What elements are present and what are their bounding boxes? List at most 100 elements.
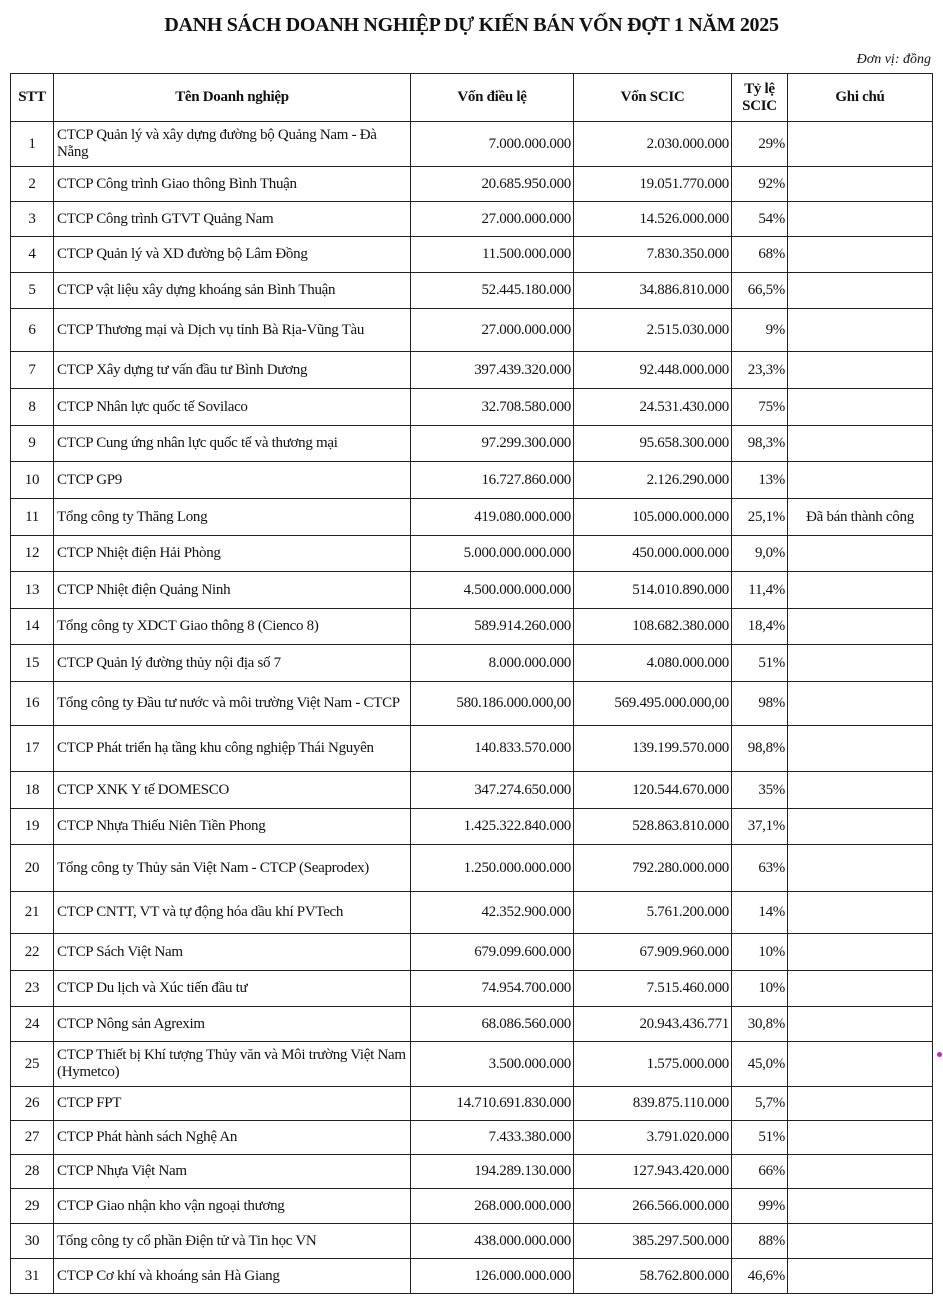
row-scic-ratio: 35% [731,771,788,809]
row-charter-capital: 32.708.580.000 [410,388,574,426]
row-name: Tổng công ty Thủy sản Việt Nam - CTCP (S… [53,844,411,892]
row-charter-capital: 1.425.322.840.000 [410,808,574,845]
row-charter-capital: 3.500.000.000 [410,1041,574,1087]
table-row: 4 CTCP Quản lý và XD đường bộ Lâm Đồng 11.… [10,236,933,273]
row-charter-capital: 419.080.000.000 [410,498,574,536]
row-scic-ratio: 13% [731,461,788,499]
row-scic-ratio: 98,3% [731,425,788,462]
row-scic-capital: 108.682.380.000 [573,608,732,645]
row-stt: 9 [10,425,54,462]
row-scic-capital: 58.762.800.000 [573,1258,732,1294]
row-scic-capital: 839.875.110.000 [573,1086,732,1121]
row-stt: 15 [10,644,54,682]
row-name: CTCP GP9 [53,461,411,499]
row-scic-ratio: 54% [731,201,788,237]
row-scic-capital: 528.863.810.000 [573,808,732,845]
row-note [787,461,933,499]
table-row: 13 CTCP Nhiệt điện Quảng Ninh 4.500.000.00… [10,571,933,609]
header-stt: STT [10,73,54,122]
row-scic-capital: 385.297.500.000 [573,1223,732,1259]
table-row: 7 CTCP Xây dựng tư vấn đầu tư Bình Dương 3… [10,351,933,389]
header-note: Ghi chú [787,73,933,122]
row-scic-ratio: 88% [731,1223,788,1259]
row-scic-capital: 2.515.030.000 [573,308,732,352]
table-row: 20 Tổng công ty Thủy sản Việt Nam - CTCP … [10,844,933,892]
row-scic-capital: 1.575.000.000 [573,1041,732,1087]
row-scic-ratio: 46,6% [731,1258,788,1294]
row-name: CTCP Thương mại và Dịch vụ tỉnh Bà Rịa-V… [53,308,411,352]
row-stt: 8 [10,388,54,426]
row-note [787,1120,933,1155]
row-note [787,644,933,682]
row-scic-capital: 2.030.000.000 [573,121,732,167]
row-scic-ratio: 99% [731,1188,788,1224]
row-charter-capital: 438.000.000.000 [410,1223,574,1259]
row-note [787,1188,933,1224]
row-scic-capital: 514.010.890.000 [573,571,732,609]
row-name: Tổng công ty Đầu tư nước và môi trường V… [53,681,411,726]
unit-label: Đơn vị: đồng [856,52,931,67]
row-charter-capital: 347.274.650.000 [410,771,574,809]
row-name: CTCP Quản lý và XD đường bộ Lâm Đồng [53,236,411,273]
table-row: 22 CTCP Sách Việt Nam 679.099.600.000 67.90… [10,933,933,971]
row-scic-ratio: 29% [731,121,788,167]
row-name: CTCP XNK Y tế DOMESCO [53,771,411,809]
table-row: 25 CTCP Thiết bị Khí tượng Thủy văn và Mô… [10,1041,933,1087]
row-stt: 30 [10,1223,54,1259]
row-name: CTCP CNTT, VT và tự động hóa dầu khí PVT… [53,891,411,934]
row-stt: 19 [10,808,54,845]
row-charter-capital: 5.000.000.000.000 [410,535,574,572]
row-note [787,425,933,462]
row-name: CTCP Nhựa Việt Nam [53,1154,411,1189]
row-scic-capital: 5.761.200.000 [573,891,732,934]
table-row: 2 CTCP Công trình Giao thông Bình Thuận 20… [10,166,933,202]
row-charter-capital: 27.000.000.000 [410,308,574,352]
row-scic-ratio: 30,8% [731,1006,788,1042]
row-charter-capital: 397.439.320.000 [410,351,574,389]
row-scic-capital: 2.126.290.000 [573,461,732,499]
table-row: 28 CTCP Nhựa Việt Nam 194.289.130.000 127.9… [10,1154,933,1189]
row-scic-ratio: 14% [731,891,788,934]
row-name: CTCP Sách Việt Nam [53,933,411,971]
enterprise-table: STT Tên Doanh nghiệp Vốn điều lệ Vốn SCI… [10,73,933,1294]
row-note [787,272,933,309]
row-charter-capital: 140.833.570.000 [410,725,574,772]
row-charter-capital: 52.445.180.000 [410,272,574,309]
row-note [787,1086,933,1121]
row-stt: 21 [10,891,54,934]
row-scic-capital: 450.000.000.000 [573,535,732,572]
row-name: CTCP Giao nhận kho vận ngoại thương [53,1188,411,1224]
row-name: CTCP Phát hành sách Nghệ An [53,1120,411,1155]
row-stt: 3 [10,201,54,237]
table-row: 27 CTCP Phát hành sách Nghệ An 7.433.380.0… [10,1120,933,1155]
row-charter-capital: 68.086.560.000 [410,1006,574,1042]
row-charter-capital: 194.289.130.000 [410,1154,574,1189]
header-charter-capital: Vốn điều lệ [410,73,574,122]
row-scic-capital: 24.531.430.000 [573,388,732,426]
table-row: 26 CTCP FPT 14.710.691.830.000 839.875.110.… [10,1086,933,1121]
row-name: CTCP vật liệu xây dựng khoáng sản Bình T… [53,272,411,309]
row-note [787,121,933,167]
row-stt: 1 [10,121,54,167]
row-stt: 29 [10,1188,54,1224]
table-row: 19 CTCP Nhựa Thiếu Niên Tiền Phong 1.425.3… [10,808,933,845]
row-charter-capital: 126.000.000.000 [410,1258,574,1294]
row-scic-capital: 19.051.770.000 [573,166,732,202]
row-scic-capital: 20.943.436.771 [573,1006,732,1042]
table-row: 18 CTCP XNK Y tế DOMESCO 347.274.650.000 12… [10,771,933,809]
row-note [787,166,933,202]
row-note: Đã bán thành công [787,498,933,536]
row-stt: 7 [10,351,54,389]
row-stt: 23 [10,970,54,1007]
table-row: 9 CTCP Cung ứng nhân lực quốc tế và thươn… [10,425,933,462]
row-charter-capital: 4.500.000.000.000 [410,571,574,609]
row-charter-capital: 42.352.900.000 [410,891,574,934]
table-row: 12 CTCP Nhiệt điện Hải Phòng 5.000.000.000… [10,535,933,572]
row-stt: 20 [10,844,54,892]
row-scic-ratio: 92% [731,166,788,202]
row-scic-ratio: 25,1% [731,498,788,536]
row-scic-ratio: 11,4% [731,571,788,609]
row-name: CTCP Nhựa Thiếu Niên Tiền Phong [53,808,411,845]
stray-mark [937,1052,942,1057]
row-note [787,808,933,845]
